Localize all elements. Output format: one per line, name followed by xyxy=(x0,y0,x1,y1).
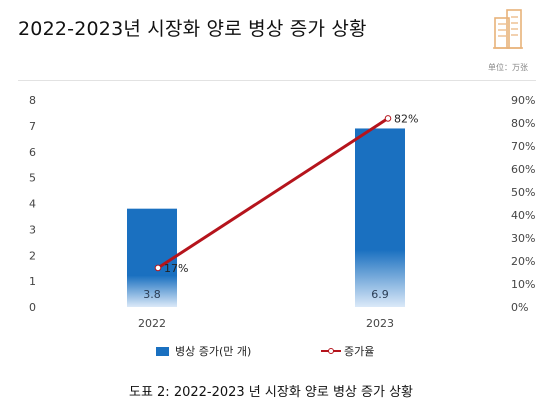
y-tick-left-label: 4 xyxy=(29,198,36,211)
y-tick-right-label: 60% xyxy=(511,163,535,176)
legend-label-bar: 병상 증가(만 개) xyxy=(175,345,252,358)
y-tick-right-label: 20% xyxy=(511,255,535,268)
x-tick-label: 2022 xyxy=(138,317,166,330)
y-tick-left-label: 3 xyxy=(29,223,36,236)
chart-title: 2022-2023년 시장화 양로 병상 증가 상황 xyxy=(18,18,367,40)
bar-value-label: 3.8 xyxy=(143,288,161,301)
legend-swatch-bar xyxy=(156,346,169,356)
y-tick-right-label: 50% xyxy=(511,186,535,199)
growth-rate-line xyxy=(157,117,389,270)
unit-label: 单位：万张 xyxy=(488,63,528,72)
y-tick-left-label: 2 xyxy=(29,249,36,262)
y-tick-right-label: 30% xyxy=(511,232,535,245)
legend-label-line: 증가율 xyxy=(344,345,375,358)
x-tick-label: 2023 xyxy=(366,317,394,330)
growth-rate-label: 17% xyxy=(164,262,188,275)
y-tick-right-label: 70% xyxy=(511,140,535,153)
growth-rate-label: 82% xyxy=(394,112,418,125)
y-tick-right-label: 10% xyxy=(511,278,535,291)
y-tick-left-label: 8 xyxy=(29,94,36,107)
building-icon xyxy=(493,9,523,49)
y-tick-right-label: 40% xyxy=(511,209,535,222)
y-tick-right-label: 90% xyxy=(511,94,535,107)
y-tick-left-label: 1 xyxy=(29,275,36,288)
bar-2022 xyxy=(127,208,177,307)
divider xyxy=(18,80,536,81)
y-tick-left-label: 5 xyxy=(29,172,36,185)
growth-rate-point xyxy=(154,264,162,272)
bar-2023 xyxy=(355,128,405,307)
legend-item-line: 증가율 xyxy=(321,343,374,359)
y-tick-right-label: 80% xyxy=(511,117,535,130)
y-tick-right-label: 0% xyxy=(511,301,528,314)
growth-rate-point xyxy=(384,115,392,122)
chart-panel: 2022-2023년 시장화 양로 병상 증가 상황 单位：万张 0 1 2 3 4 5 6… xyxy=(6,0,536,370)
y-tick-left-label: 0 xyxy=(29,301,36,314)
y-tick-left-label: 6 xyxy=(29,146,36,159)
bar-value-label: 6.9 xyxy=(371,288,389,301)
legend-item-bar: 병상 증가(만 개) xyxy=(156,343,251,359)
y-tick-left-label: 7 xyxy=(29,120,36,133)
legend-swatch-line xyxy=(321,348,341,354)
figure-caption: 도표 2: 2022-2023 년 시장화 양로 병상 증가 상황 xyxy=(128,385,413,400)
